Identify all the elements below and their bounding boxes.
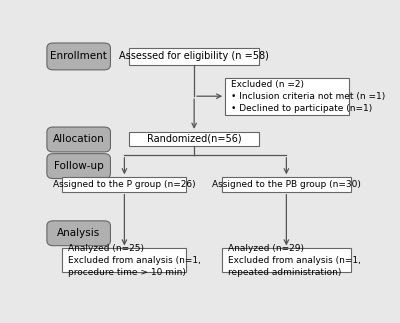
FancyBboxPatch shape	[222, 177, 351, 192]
Text: Analyzed (n=25)
Excluded from analysis (n=1,
procedure time > 10 min): Analyzed (n=25) Excluded from analysis (…	[68, 244, 201, 276]
FancyBboxPatch shape	[129, 132, 259, 146]
Text: Assessed for eligibility (n =58): Assessed for eligibility (n =58)	[119, 51, 269, 61]
Text: Follow-up: Follow-up	[54, 161, 104, 171]
Text: Excluded (n =2)
• Inclusion criteria not met (n =1)
• Declined to participate (n: Excluded (n =2) • Inclusion criteria not…	[231, 80, 385, 112]
FancyBboxPatch shape	[129, 48, 259, 65]
FancyBboxPatch shape	[62, 177, 186, 192]
FancyBboxPatch shape	[225, 78, 349, 115]
Text: Enrollment: Enrollment	[50, 51, 107, 61]
Text: Randomized(n=56): Randomized(n=56)	[147, 134, 242, 144]
Text: Allocation: Allocation	[53, 134, 104, 144]
Text: Assigned to the P group (n=26): Assigned to the P group (n=26)	[53, 180, 196, 189]
Text: Assigned to the PB group (n=30): Assigned to the PB group (n=30)	[212, 180, 361, 189]
FancyBboxPatch shape	[47, 221, 110, 246]
FancyBboxPatch shape	[47, 154, 110, 179]
FancyBboxPatch shape	[222, 248, 351, 272]
FancyBboxPatch shape	[47, 127, 110, 152]
FancyBboxPatch shape	[62, 248, 186, 272]
FancyBboxPatch shape	[47, 43, 110, 70]
Text: Analyzed (n=29)
Excluded from analysis (n=1,
repeated administration): Analyzed (n=29) Excluded from analysis (…	[228, 244, 360, 276]
Text: Analysis: Analysis	[57, 228, 100, 238]
